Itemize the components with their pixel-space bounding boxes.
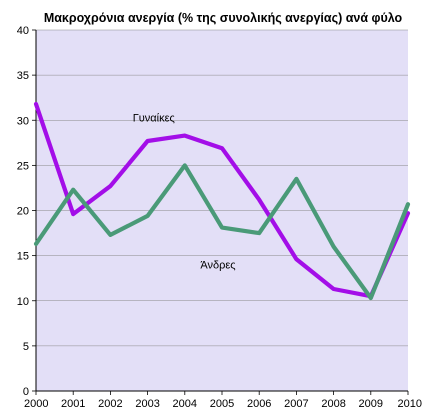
y-tick-label: 0 [23, 386, 29, 398]
series-line-1 [33, 163, 411, 301]
data-point [72, 188, 75, 191]
data-point [109, 233, 112, 236]
data-point [220, 147, 223, 150]
data-point [146, 214, 149, 217]
data-point [258, 231, 261, 234]
data-point [406, 203, 409, 206]
x-tick-label: 2000 [24, 398, 48, 410]
x-tick-label: 2004 [173, 398, 197, 410]
chart-title: Μακροχρόνια ανεργία (% της συνολικής ανε… [44, 11, 403, 25]
series-label-0: Γυναίκες [133, 113, 175, 125]
data-point [295, 177, 298, 180]
x-tick-label: 2006 [247, 398, 271, 410]
series-labels: Γυναίκες Άνδρες [133, 113, 236, 272]
x-tick-label: 2008 [321, 398, 345, 410]
data-point [258, 198, 261, 201]
y-tick-label: 25 [17, 160, 29, 172]
y-tick-label: 30 [17, 115, 29, 127]
data-point [332, 245, 335, 248]
data-point [295, 258, 298, 261]
data-point [109, 185, 112, 188]
x-tick-label: 2003 [135, 398, 159, 410]
x-tick-label: 2001 [61, 398, 85, 410]
data-point [146, 139, 149, 142]
x-tick-label: 2010 [398, 398, 422, 410]
data-point [34, 102, 37, 105]
data-point [220, 226, 223, 229]
data-point [34, 242, 37, 245]
data-point [183, 164, 186, 167]
data-point [369, 296, 372, 299]
data-point [72, 213, 75, 216]
y-tick-label: 40 [17, 25, 29, 37]
y-tick-label: 35 [17, 70, 29, 82]
y-tick-label: 15 [17, 251, 29, 263]
y-tick-label: 20 [17, 206, 29, 218]
series-label-1: Άνδρες [200, 260, 235, 272]
x-tick-label: 2002 [98, 398, 122, 410]
y-tick-label: 5 [23, 341, 29, 353]
x-tick-label: 2009 [359, 398, 383, 410]
gridlines [36, 29, 408, 347]
data-point [183, 134, 186, 137]
y-tick-label: 10 [17, 296, 29, 308]
x-axis-ticks: 2000 2001 2002 2003 2004 2005 2006 2007 2008 2009… [24, 391, 422, 410]
data-point [332, 287, 335, 290]
series-line-0 [33, 101, 411, 299]
series-lines [33, 101, 411, 301]
x-tick-label: 2007 [284, 398, 308, 410]
y-axis-ticks: 0 5 10 15 20 25 30 35 40 [17, 25, 36, 398]
x-tick-label: 2005 [210, 398, 234, 410]
